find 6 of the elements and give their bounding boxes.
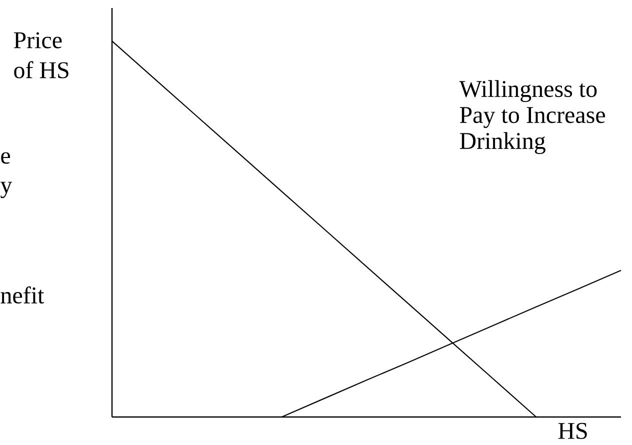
text: y — [0, 182, 12, 198]
y-axis-title: Price of HS — [14, 32, 68, 78]
text: e — [1, 152, 10, 164]
text: Willingness to Pay to Increase Drinking — [459, 80, 605, 154]
text: nefit — [0, 286, 44, 304]
x-axis-title: HS — [558, 422, 587, 440]
